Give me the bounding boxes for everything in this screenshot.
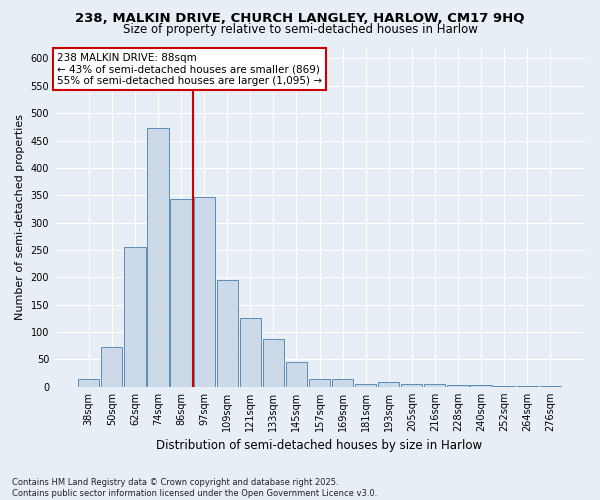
Bar bbox=[332, 378, 353, 387]
Bar bbox=[424, 384, 445, 387]
Bar bbox=[517, 386, 538, 387]
Bar bbox=[355, 384, 376, 387]
Bar bbox=[124, 248, 146, 387]
Bar bbox=[263, 338, 284, 387]
Text: 238, MALKIN DRIVE, CHURCH LANGLEY, HARLOW, CM17 9HQ: 238, MALKIN DRIVE, CHURCH LANGLEY, HARLO… bbox=[75, 12, 525, 26]
Bar bbox=[170, 199, 191, 387]
Bar bbox=[217, 280, 238, 387]
Bar bbox=[378, 382, 400, 387]
Bar bbox=[448, 385, 469, 387]
Bar bbox=[148, 128, 169, 387]
Bar bbox=[78, 378, 100, 387]
Bar bbox=[239, 318, 261, 387]
Bar bbox=[101, 347, 122, 387]
Bar bbox=[493, 386, 515, 387]
Text: 238 MALKIN DRIVE: 88sqm
← 43% of semi-detached houses are smaller (869)
55% of s: 238 MALKIN DRIVE: 88sqm ← 43% of semi-de… bbox=[56, 52, 322, 86]
Y-axis label: Number of semi-detached properties: Number of semi-detached properties bbox=[15, 114, 25, 320]
Bar bbox=[401, 384, 422, 387]
Bar bbox=[194, 197, 215, 387]
X-axis label: Distribution of semi-detached houses by size in Harlow: Distribution of semi-detached houses by … bbox=[157, 440, 482, 452]
Text: Contains HM Land Registry data © Crown copyright and database right 2025.
Contai: Contains HM Land Registry data © Crown c… bbox=[12, 478, 377, 498]
Bar bbox=[470, 385, 491, 387]
Bar bbox=[539, 386, 561, 387]
Bar bbox=[309, 378, 330, 387]
Bar bbox=[286, 362, 307, 387]
Text: Size of property relative to semi-detached houses in Harlow: Size of property relative to semi-detach… bbox=[122, 22, 478, 36]
